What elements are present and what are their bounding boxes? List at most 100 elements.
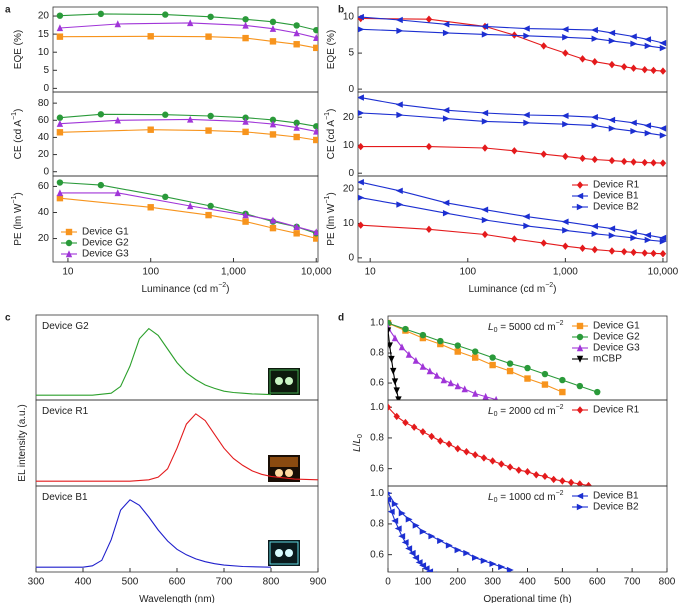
marker bbox=[562, 152, 569, 161]
marker bbox=[489, 361, 496, 369]
marker bbox=[463, 549, 471, 557]
marker bbox=[419, 528, 427, 535]
marker bbox=[402, 418, 409, 427]
marker bbox=[293, 22, 300, 29]
plot-area bbox=[358, 13, 667, 75]
legend-label: Device G3 bbox=[82, 249, 129, 260]
marker bbox=[559, 388, 566, 396]
marker bbox=[147, 204, 154, 211]
legend-label: Device G2 bbox=[593, 332, 640, 343]
marker bbox=[412, 554, 420, 561]
marker bbox=[461, 385, 468, 393]
marker bbox=[388, 508, 395, 515]
y-axis-label: CE (cd A−1) bbox=[11, 109, 23, 160]
legend-label: Device G2 bbox=[82, 238, 129, 249]
label-part: PE (lm W bbox=[326, 203, 337, 246]
y-tick-label: 1.0 bbox=[370, 402, 384, 413]
marker bbox=[391, 517, 399, 525]
marker bbox=[388, 491, 392, 495]
label-part: = 2000 cd m bbox=[497, 406, 555, 417]
marker bbox=[591, 26, 598, 34]
marker bbox=[388, 319, 392, 327]
series-line bbox=[36, 327, 272, 396]
marker bbox=[541, 381, 549, 388]
marker bbox=[422, 565, 430, 572]
x-tick-label: 700 bbox=[216, 577, 233, 588]
y-axis-label: CE (cd A−1) bbox=[324, 109, 336, 160]
marker bbox=[313, 228, 318, 236]
annotation: Device G2 bbox=[42, 321, 89, 332]
plot-area bbox=[56, 111, 318, 144]
x-tick-label: 1,000 bbox=[221, 267, 246, 278]
marker bbox=[114, 116, 121, 124]
marker bbox=[630, 64, 637, 72]
marker bbox=[313, 26, 318, 34]
marker bbox=[644, 122, 652, 129]
marker bbox=[269, 216, 277, 224]
marker bbox=[425, 225, 433, 234]
marker bbox=[396, 201, 404, 208]
label-part: −1 bbox=[324, 112, 331, 120]
marker bbox=[293, 29, 300, 37]
marker bbox=[644, 129, 652, 137]
label-part: ) bbox=[13, 192, 24, 195]
marker bbox=[659, 44, 667, 52]
marker bbox=[393, 387, 400, 395]
marker bbox=[629, 33, 637, 40]
marker bbox=[396, 111, 404, 119]
legend-label: Device B1 bbox=[593, 491, 639, 502]
label-part: 0 bbox=[494, 327, 498, 334]
marker bbox=[659, 234, 667, 242]
y-tick-label: 15 bbox=[38, 29, 50, 40]
marker bbox=[585, 481, 592, 486]
marker bbox=[391, 378, 399, 386]
marker bbox=[515, 466, 522, 474]
marker bbox=[562, 121, 570, 128]
marker bbox=[523, 32, 531, 40]
x-tick-label: 200 bbox=[449, 577, 466, 588]
label-part: L bbox=[488, 406, 494, 417]
x-tick-label: 500 bbox=[554, 577, 571, 588]
marker bbox=[56, 24, 64, 32]
legend-label: Device G3 bbox=[593, 343, 640, 354]
label-part: Device G2 bbox=[42, 321, 89, 332]
marker bbox=[437, 537, 445, 545]
marker bbox=[419, 331, 427, 339]
y-tick-label: 0 bbox=[43, 166, 49, 177]
marker bbox=[659, 125, 667, 132]
marker bbox=[358, 26, 365, 33]
marker bbox=[313, 127, 318, 135]
marker bbox=[481, 216, 489, 224]
marker bbox=[56, 129, 64, 136]
marker bbox=[269, 120, 277, 128]
plot-area bbox=[388, 403, 592, 486]
marker bbox=[408, 549, 416, 557]
y-axis-label: EL intensity (a.u.) bbox=[17, 404, 28, 481]
marker bbox=[186, 115, 194, 123]
x-tick-label: 10,000 bbox=[648, 267, 679, 278]
label-part: / bbox=[352, 443, 363, 446]
series-line bbox=[360, 28, 664, 49]
marker bbox=[489, 560, 497, 568]
marker bbox=[419, 362, 427, 370]
marker bbox=[522, 25, 530, 32]
marker bbox=[426, 568, 434, 572]
marker bbox=[395, 101, 403, 108]
marker bbox=[561, 112, 569, 119]
legend-marker bbox=[576, 503, 584, 511]
marker bbox=[650, 66, 657, 75]
marker bbox=[576, 480, 584, 486]
marker bbox=[205, 33, 212, 40]
legend-label: Device B2 bbox=[593, 202, 639, 213]
marker bbox=[398, 509, 406, 517]
y-tick-label: 60 bbox=[38, 181, 50, 192]
label-part: ) bbox=[326, 109, 337, 112]
marker bbox=[608, 116, 616, 124]
marker bbox=[608, 125, 616, 132]
marker bbox=[522, 213, 530, 220]
series-line bbox=[59, 113, 317, 127]
marker bbox=[511, 147, 518, 155]
legend-marker bbox=[576, 406, 584, 414]
legend-label: Device G1 bbox=[82, 227, 129, 238]
marker bbox=[242, 128, 249, 136]
